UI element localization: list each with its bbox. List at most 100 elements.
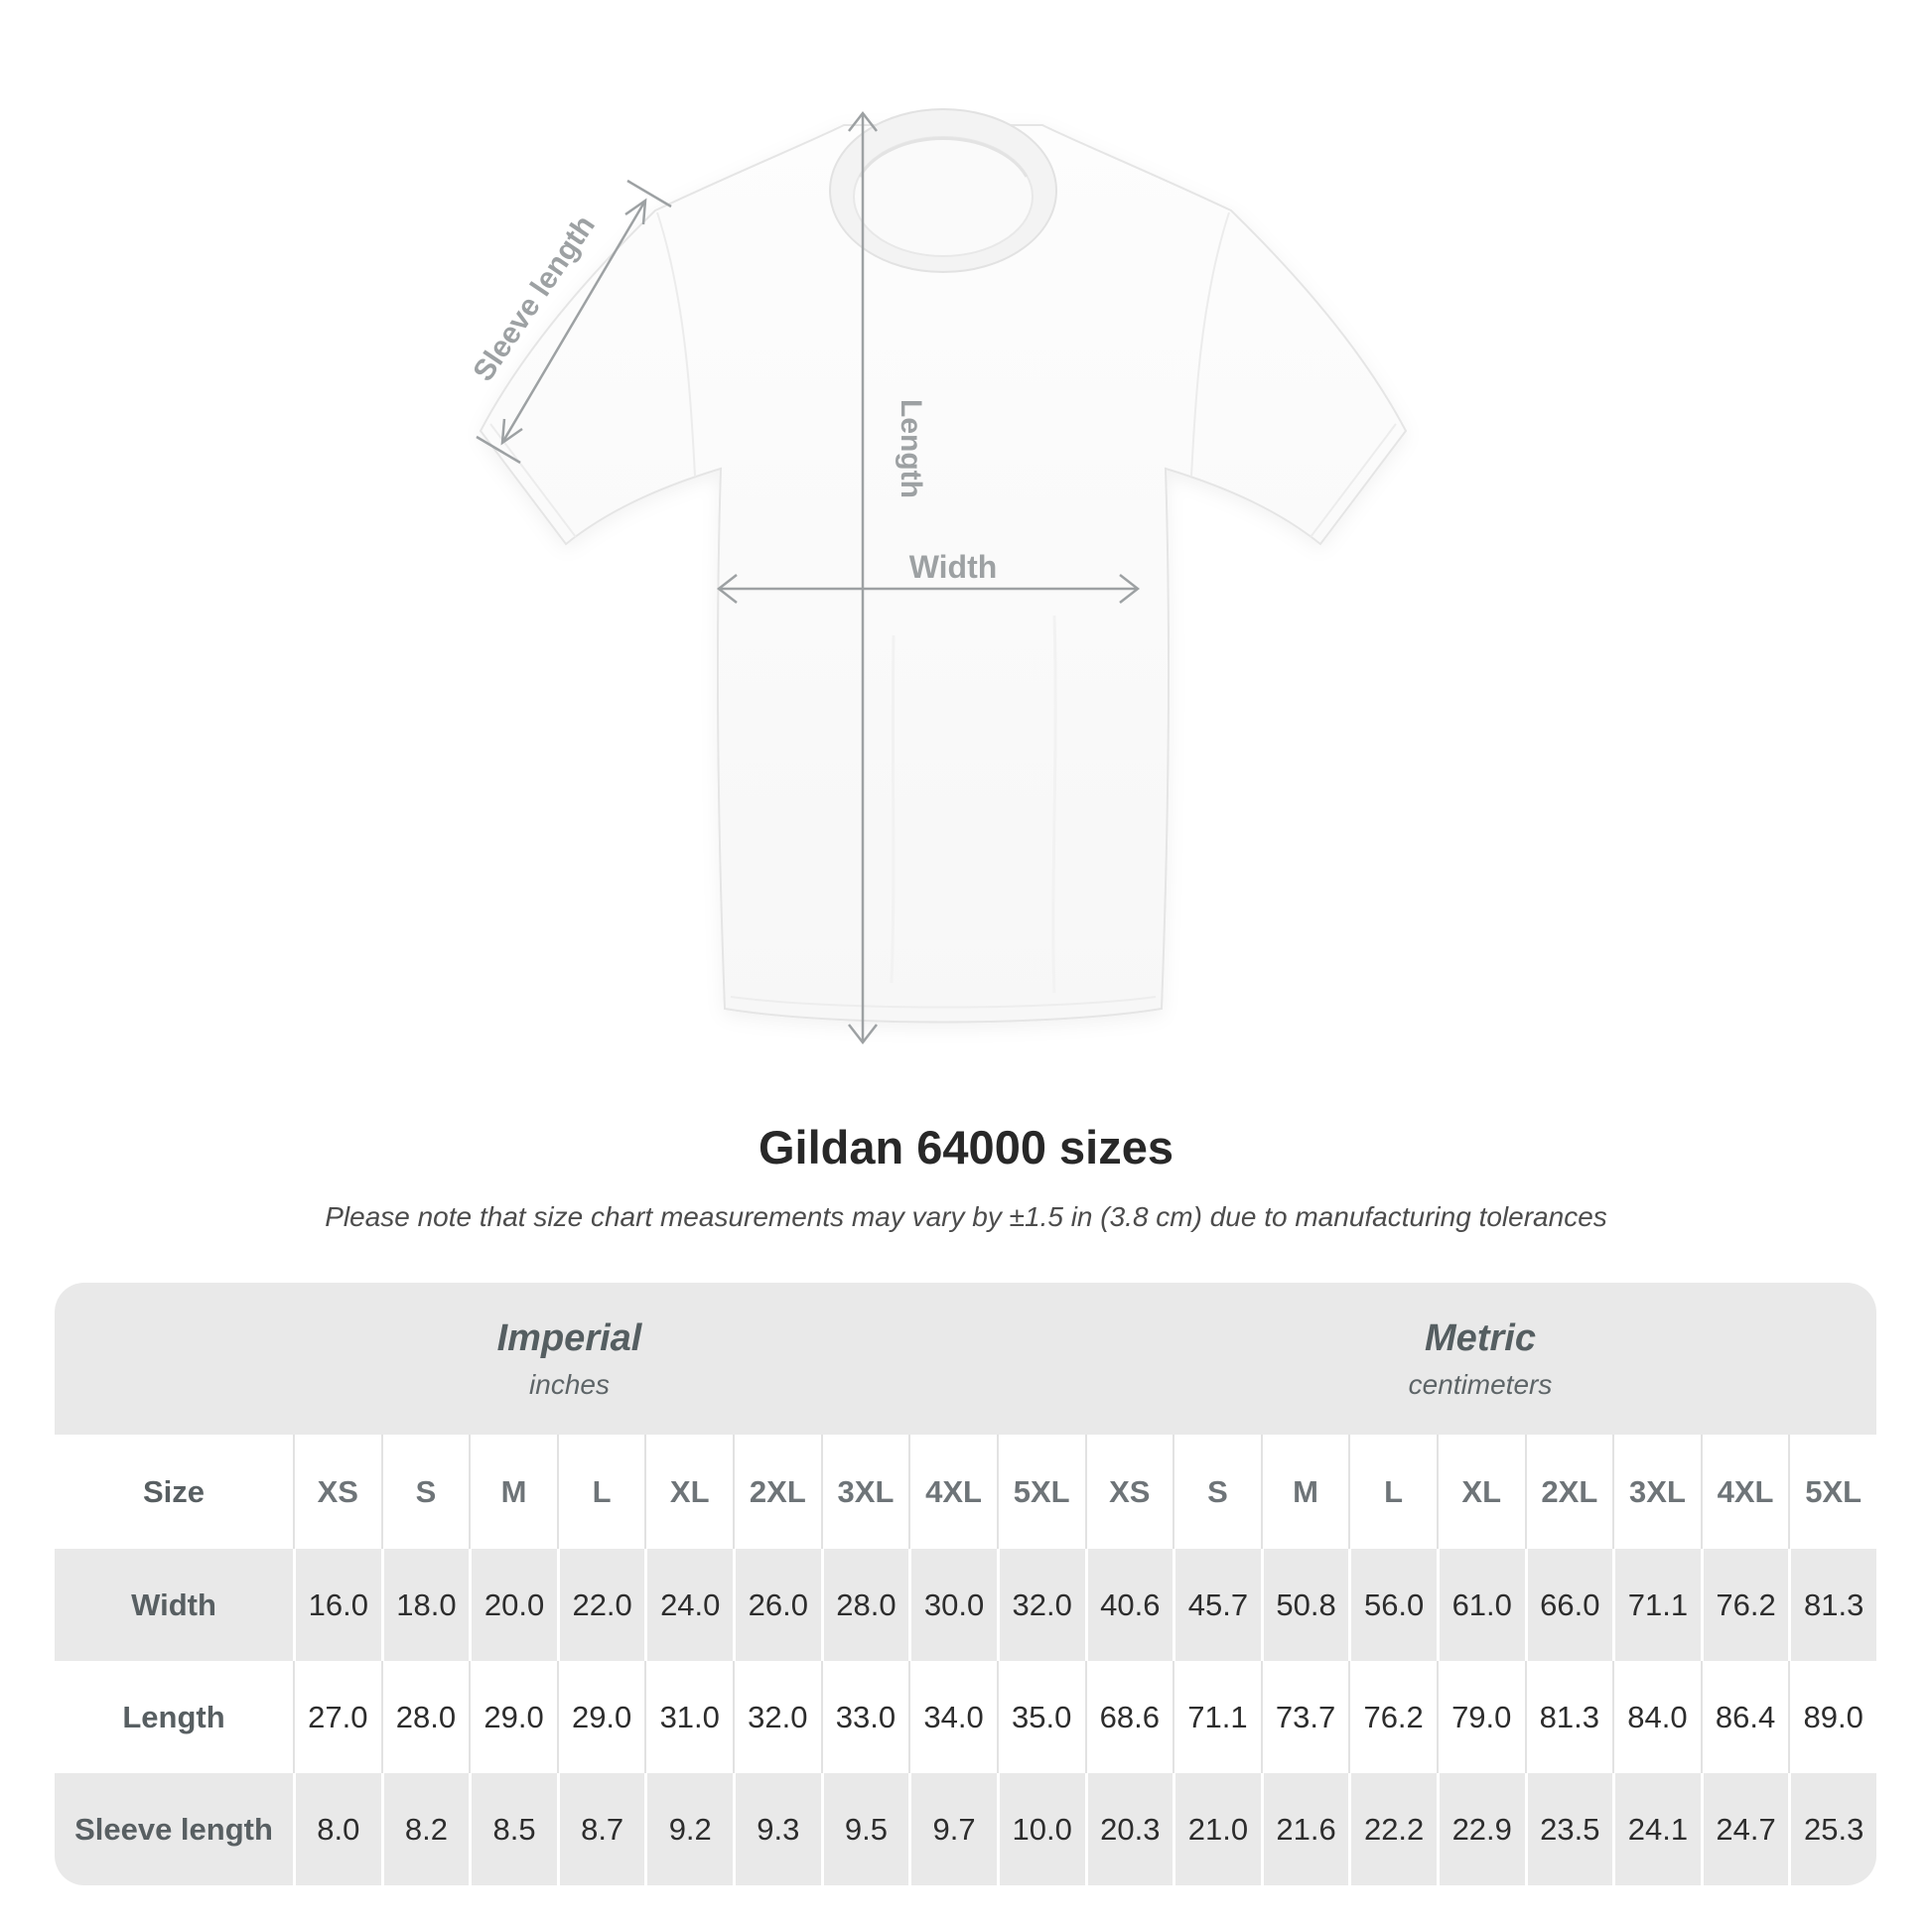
metric-value: 45.7 [1187, 1587, 1249, 1622]
value-cell: 81.3 [1524, 1661, 1613, 1773]
imperial-value: 26.0 [748, 1587, 809, 1622]
value-cell: 31.0 [644, 1661, 733, 1773]
size-col-label: S [1207, 1473, 1228, 1509]
metric-value: 20.3 [1100, 1811, 1161, 1847]
size-col-header: XS [293, 1435, 381, 1549]
value-cell: 20.3 [1084, 1773, 1173, 1885]
value-cell: 26.0 [733, 1549, 821, 1661]
size-col-header: 4XL [1700, 1435, 1789, 1549]
metric-value: 84.0 [1627, 1699, 1688, 1734]
value-cell: 84.0 [1612, 1661, 1701, 1773]
value-cell: 30.0 [908, 1549, 997, 1661]
value-cell: 45.7 [1173, 1549, 1261, 1661]
size-col-header: M [469, 1435, 557, 1549]
width-label: Width [909, 549, 998, 585]
imperial-value: 32.0 [748, 1699, 808, 1734]
row-label-cell: Sleeve length [55, 1773, 293, 1885]
metric-value: 22.9 [1451, 1811, 1512, 1847]
size-col-header: XS [1084, 1435, 1173, 1549]
imperial-value: 16.0 [308, 1587, 368, 1622]
unit-group-imperial: Imperial inches [55, 1283, 1084, 1435]
tshirt-diagram: Sleeve length Length Width [467, 108, 1408, 1045]
value-cell: 32.0 [996, 1549, 1085, 1661]
value-cell: 21.0 [1173, 1773, 1261, 1885]
size-col-header: S [380, 1435, 470, 1549]
value-cell: 22.0 [556, 1549, 645, 1661]
row-label-cell: Width [55, 1549, 293, 1661]
unit-group-unit: inches [529, 1368, 610, 1400]
imperial-value: 31.0 [659, 1699, 720, 1734]
value-cell: 68.6 [1084, 1661, 1173, 1773]
row-label: Width [131, 1587, 216, 1622]
imperial-value: 35.0 [1012, 1699, 1072, 1734]
value-cell: 10.0 [996, 1773, 1085, 1885]
imperial-value: 9.7 [932, 1811, 976, 1847]
row-label-cell: Length [55, 1661, 293, 1773]
metric-value: 79.0 [1451, 1699, 1512, 1734]
value-cell: 76.2 [1348, 1661, 1437, 1773]
value-cell: 24.7 [1700, 1773, 1789, 1885]
size-col-label: 4XL [925, 1473, 982, 1509]
size-column-title: Size [142, 1473, 206, 1509]
value-cell: 28.0 [380, 1661, 470, 1773]
imperial-value: 30.0 [923, 1587, 985, 1622]
size-col-label: XS [1109, 1473, 1151, 1509]
unit-group-unit: centimeters [1408, 1368, 1553, 1400]
metric-value: 24.1 [1627, 1811, 1689, 1847]
metric-value: 81.3 [1539, 1699, 1600, 1734]
table-row: Width 16.0 18.0 20.0 22.0 24.0 26.0 28.0 30.0 32.… [55, 1549, 1876, 1661]
value-cell: 18.0 [380, 1549, 470, 1661]
metric-value: 76.2 [1363, 1699, 1424, 1734]
value-cell: 8.2 [380, 1773, 470, 1885]
imperial-value: 8.7 [581, 1811, 624, 1847]
size-col-header: 2XL [733, 1435, 821, 1549]
value-cell: 29.0 [556, 1661, 645, 1773]
size-col-label: XL [1461, 1473, 1502, 1509]
unit-header-row: Imperial inches Metric centimeters [55, 1283, 1876, 1435]
metric-value: 40.6 [1100, 1587, 1161, 1622]
metric-value: 61.0 [1451, 1587, 1512, 1622]
value-cell: 23.5 [1524, 1773, 1613, 1885]
metric-value: 71.1 [1187, 1699, 1248, 1734]
metric-value: 86.4 [1715, 1699, 1776, 1734]
value-cell: 71.1 [1612, 1549, 1701, 1661]
size-col-label: L [1384, 1473, 1404, 1509]
value-cell: 40.6 [1084, 1549, 1173, 1661]
tolerance-note: Please note that size chart measurements… [325, 1201, 1607, 1232]
size-col-label: 3XL [837, 1473, 895, 1509]
imperial-value: 22.0 [572, 1587, 632, 1622]
size-col-header: M [1260, 1435, 1349, 1549]
value-cell: 50.8 [1260, 1549, 1349, 1661]
value-cell: 32.0 [733, 1661, 821, 1773]
metric-value: 24.7 [1716, 1811, 1776, 1847]
value-cell: 79.0 [1436, 1661, 1525, 1773]
imperial-value: 8.2 [404, 1811, 448, 1847]
size-header-row: Size XS S M L XL 2XL 3XL 4XL 5XL XS S M L XL 2XL 3XL 4XL 5… [55, 1435, 1876, 1549]
imperial-value: 20.0 [483, 1587, 545, 1622]
value-cell: 86.4 [1700, 1661, 1789, 1773]
size-col-label: M [1293, 1473, 1318, 1509]
size-col-label: XS [317, 1473, 358, 1509]
width-arrow [716, 574, 1141, 604]
value-cell: 56.0 [1348, 1549, 1437, 1661]
value-cell: 9.7 [908, 1773, 997, 1885]
value-cell: 9.5 [820, 1773, 909, 1885]
sleeve-length-arrow [476, 179, 672, 465]
length-label: Length [895, 399, 927, 498]
metric-value: 23.5 [1540, 1811, 1600, 1847]
size-col-label: 2XL [749, 1473, 806, 1509]
size-col-header: L [556, 1435, 645, 1549]
imperial-value: 18.0 [396, 1587, 457, 1622]
value-cell: 28.0 [820, 1549, 909, 1661]
metric-value: 56.0 [1363, 1587, 1425, 1622]
imperial-value: 9.5 [844, 1811, 889, 1847]
collar-inner [853, 136, 1034, 257]
size-col-header: 5XL [1788, 1435, 1876, 1549]
metric-value: 50.8 [1276, 1587, 1336, 1622]
row-label: Sleeve length [74, 1811, 273, 1847]
metric-value: 66.0 [1540, 1587, 1600, 1622]
imperial-value: 10.0 [1012, 1811, 1072, 1847]
metric-value: 81.3 [1804, 1587, 1864, 1622]
size-col-label: M [500, 1473, 527, 1509]
